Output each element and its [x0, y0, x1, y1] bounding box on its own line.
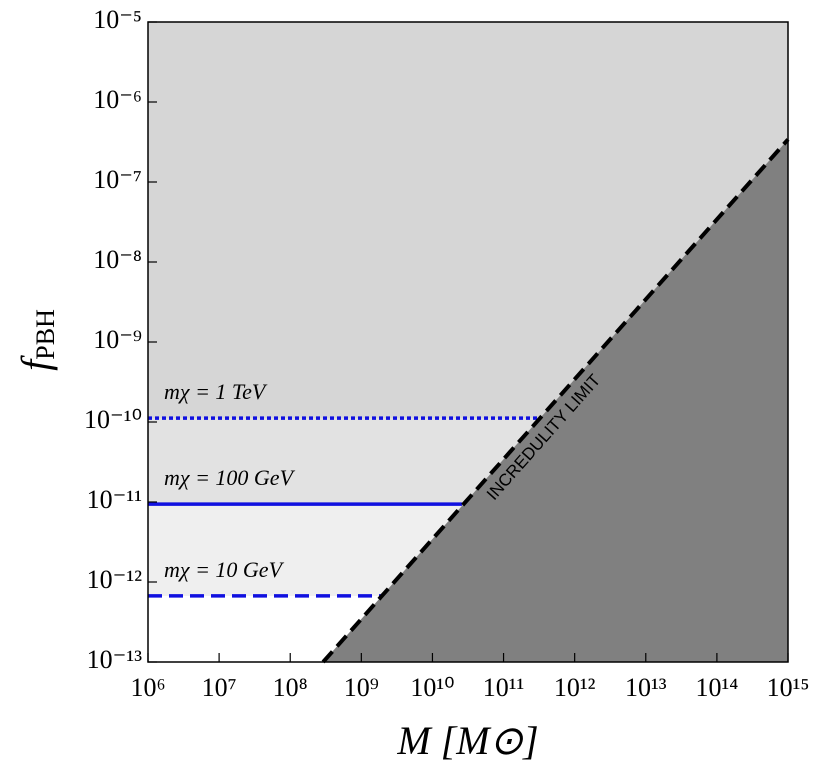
y-tick-label: 10⁻¹⁰	[84, 405, 142, 434]
x-tick-label: 10¹⁵	[767, 673, 810, 702]
series-label: mχ = 1 TeV	[164, 379, 268, 404]
series-label: mχ = 100 GeV	[164, 465, 296, 490]
series-label: mχ = 10 GeV	[164, 557, 285, 582]
x-tick-label: 10⁷	[202, 673, 237, 702]
y-tick-label: 10⁻⁸	[93, 245, 142, 274]
x-tick-label: 10¹²	[554, 673, 596, 702]
y-tick-label: 10⁻⁹	[93, 325, 142, 354]
y-tick-label: 10⁻⁶	[93, 85, 142, 114]
x-tick-label: 10¹¹	[483, 673, 525, 702]
y-tick-label: 10⁻¹¹	[87, 485, 142, 514]
limit-line	[321, 138, 790, 664]
y-tick-label: 10⁻⁷	[93, 165, 142, 194]
x-tick-label: 10⁶	[130, 673, 165, 702]
y-axis-label: fPBH	[13, 309, 60, 371]
x-tick-label: 10¹³	[625, 673, 667, 702]
y-tick-label: 10⁻¹²	[87, 565, 143, 594]
x-tick-label: 10¹⁴	[695, 673, 738, 702]
x-axis-label: M [M⊙]	[396, 718, 538, 763]
y-tick-label: 10⁻¹³	[87, 645, 143, 674]
x-tick-label: 10⁸	[273, 673, 308, 702]
x-tick-label: 10⁹	[344, 673, 379, 702]
y-tick-label: 10⁻⁵	[93, 5, 142, 34]
y-label-sub: PBH	[31, 309, 60, 360]
x-tick-label: 10¹⁰	[410, 673, 454, 702]
